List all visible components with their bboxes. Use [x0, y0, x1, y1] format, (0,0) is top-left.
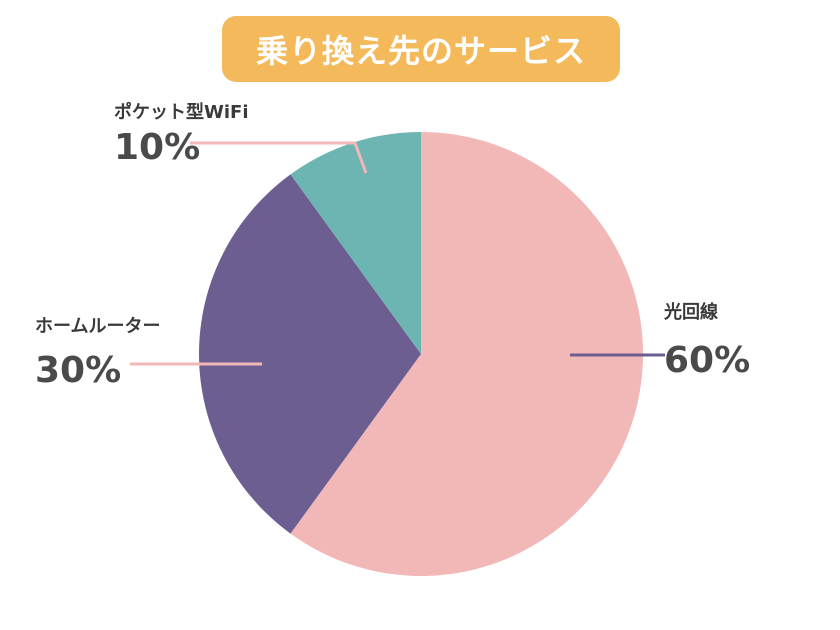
slice-category-label: ポケット型WiFi	[114, 101, 249, 123]
pie-slice	[199, 174, 421, 534]
leader-lines	[130, 141, 665, 366]
label-group-pocket-wifi: ポケット型WiFi 10%	[114, 101, 249, 168]
slice-category-label: 光回線	[663, 301, 718, 323]
pie-slices	[199, 132, 644, 576]
slice-percent-label: 30%	[35, 350, 121, 391]
chart-title: 乗り換え先のサービス	[222, 16, 620, 82]
slice-category-label: ホームルーター	[35, 316, 160, 337]
label-group-home-router: ホームルーター 30%	[35, 316, 160, 391]
pie-slice	[290, 132, 421, 354]
leader-line	[190, 141, 368, 174]
slice-percent-label: 10%	[114, 127, 200, 168]
pie-slice	[290, 132, 644, 576]
label-group-hikari: 光回線 60%	[663, 301, 750, 381]
slice-percent-label: 60%	[664, 340, 750, 381]
